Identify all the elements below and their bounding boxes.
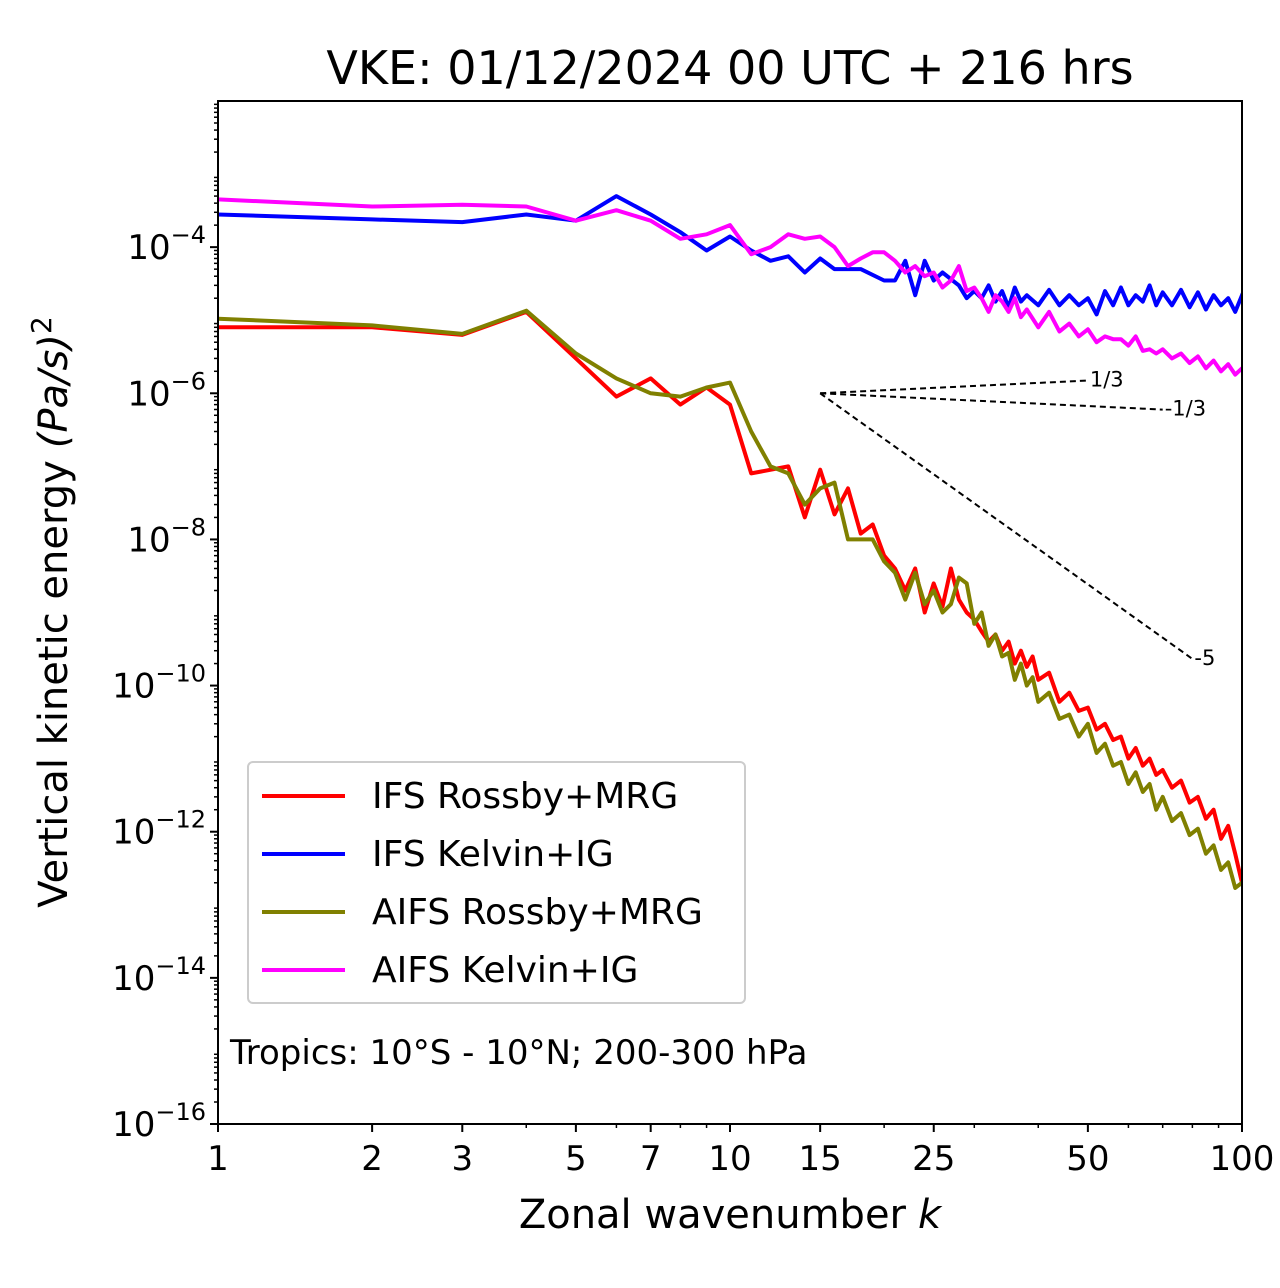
- x-axis-label: Zonal wavenumber k: [519, 1192, 943, 1238]
- series-line: [218, 308, 1242, 890]
- x-axis: 1 2 3 5 7 10 15 25 50 100: [207, 1124, 1274, 1179]
- legend-label: AIFS Kelvin+IG: [372, 950, 638, 991]
- y-tick-label: 10−6: [127, 367, 206, 414]
- x-tick-label: 100: [1210, 1139, 1275, 1179]
- y-tick-label: 10−16: [112, 1098, 206, 1145]
- series-lines: [218, 194, 1242, 890]
- reference-line: [819, 392, 1193, 660]
- y-tick-label: 10−14: [112, 952, 206, 999]
- x-tick-label: 1: [207, 1139, 229, 1179]
- region-annotation: Tropics: 10°S - 10°N; 200-300 hPa: [229, 1033, 807, 1073]
- reference-line-label: -1/3: [1165, 397, 1206, 421]
- legend-label: IFS Rossby+MRG: [372, 776, 678, 817]
- reference-slopes: 1/3 -1/3 -5: [819, 368, 1215, 670]
- y-tick-label: 10−4: [127, 221, 206, 268]
- legend-label: IFS Kelvin+IG: [372, 834, 614, 875]
- series-line: [218, 194, 1242, 317]
- y-axis: 10−16 10−14 10−12 10−10 10−8 10−6 10−4: [112, 103, 218, 1145]
- y-axis-label-exponent: 2: [25, 316, 58, 334]
- series-line: [218, 197, 1242, 377]
- legend-entries: IFS Rossby+MRG IFS Kelvin+IG AIFS Rossby+M…: [262, 776, 703, 991]
- x-axis-label-text: Zonal wavenumber: [519, 1192, 907, 1238]
- x-tick-label: 10: [708, 1139, 751, 1179]
- x-tick-label: 25: [912, 1139, 955, 1179]
- x-tick-label: 15: [799, 1139, 842, 1179]
- legend-box: [247, 761, 746, 1004]
- reference-line-label: -5: [1194, 646, 1215, 670]
- x-tick-label: 3: [451, 1139, 473, 1179]
- x-tick-label: 2: [361, 1139, 383, 1179]
- reference-line: [820, 392, 1163, 411]
- x-tick-label: 50: [1066, 1139, 1109, 1179]
- chart-title: VKE: 01/12/2024 00 UTC + 216 hrs: [326, 41, 1133, 95]
- y-tick-label: 10−12: [112, 806, 206, 853]
- y-axis-label-text: Vertical kinetic energy: [31, 460, 77, 908]
- legend: IFS Rossby+MRG IFS Kelvin+IG AIFS Rossby+M…: [247, 761, 746, 1004]
- y-axis-label: Vertical kinetic energy (Pa/s)2: [25, 316, 77, 908]
- x-tick-label: 7: [640, 1139, 662, 1179]
- legend-label: AIFS Rossby+MRG: [372, 892, 703, 933]
- reference-line: [820, 379, 1088, 395]
- y-tick-label: 10−10: [112, 660, 206, 707]
- x-tick-label: 5: [565, 1139, 587, 1179]
- reference-line-label: 1/3: [1090, 368, 1124, 392]
- y-tick-label: 10−8: [127, 513, 206, 560]
- x-axis-label-variable: k: [918, 1192, 943, 1238]
- y-axis-label-unit: (Pa/s): [31, 334, 77, 448]
